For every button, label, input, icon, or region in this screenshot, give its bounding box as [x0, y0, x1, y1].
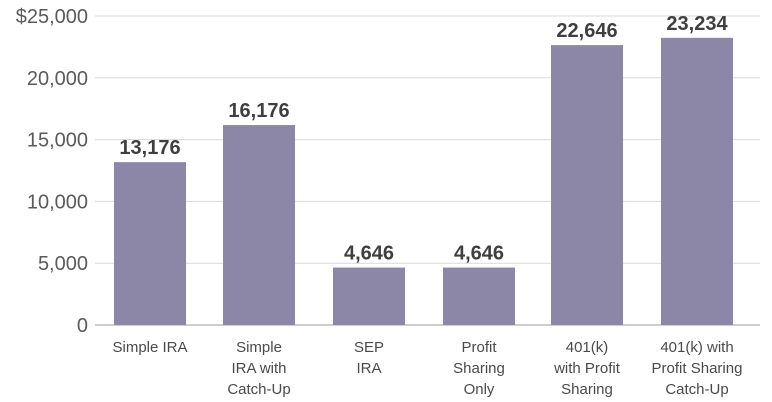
category-label-line: Sharing: [453, 360, 505, 377]
y-axis: 0 5,000 10,000 15,000 20,000 $25,000: [16, 6, 88, 337]
data-label: 4,646: [454, 243, 504, 265]
gridlines: [95, 15, 760, 326]
category-labels: Simple IRA Simple IRA with Catch-Up SEP IRA Pr…: [112, 339, 742, 398]
category-label-line: 401(k) with: [660, 339, 733, 356]
data-label: 4,646: [344, 243, 394, 265]
category-label-line: Sharing: [561, 381, 613, 398]
category-label-line: SEP: [354, 339, 384, 356]
category-label: SEP IRA: [354, 339, 384, 377]
data-label: 23,234: [666, 13, 728, 35]
bar: [223, 125, 295, 325]
category-label-line: Simple: [236, 339, 282, 356]
data-labels: 13,176 16,176 4,646 4,646 22,646 23,234: [119, 13, 728, 265]
category-label-line: Simple IRA: [112, 339, 187, 356]
category-label: Simple IRA with Catch-Up: [227, 339, 290, 398]
bar: [333, 267, 405, 325]
category-label: 401(k) with Profit Sharing: [553, 339, 621, 398]
category-label-line: with Profit: [553, 360, 621, 377]
data-label: 13,176: [119, 137, 180, 159]
category-label-line: Only: [464, 381, 495, 398]
category-label-line: Profit Sharing: [652, 360, 743, 377]
bars: [114, 37, 733, 326]
bar: [551, 45, 623, 326]
bar: [114, 162, 186, 325]
category-label: Profit Sharing Only: [453, 339, 505, 398]
data-label: 16,176: [228, 100, 289, 122]
category-label: 401(k) with Profit Sharing Catch-Up: [652, 339, 743, 398]
category-label-line: Catch-Up: [227, 381, 290, 398]
y-tick-label: 5,000: [38, 253, 88, 275]
category-label-line: IRA: [356, 360, 381, 377]
bar: [661, 37, 733, 325]
category-label-line: Catch-Up: [665, 381, 728, 398]
category-label: Simple IRA: [112, 339, 187, 356]
y-tick-label: 15,000: [27, 130, 88, 152]
y-tick-label: $25,000: [16, 6, 88, 28]
y-tick-label: 20,000: [27, 68, 88, 90]
bar: [443, 267, 515, 325]
data-label: 22,646: [556, 20, 617, 42]
category-label-line: 401(k): [566, 339, 609, 356]
y-tick-label: 10,000: [27, 191, 88, 213]
category-label-line: IRA with: [231, 360, 286, 377]
y-tick-label: 0: [77, 315, 88, 337]
category-label-line: Profit: [461, 339, 497, 356]
